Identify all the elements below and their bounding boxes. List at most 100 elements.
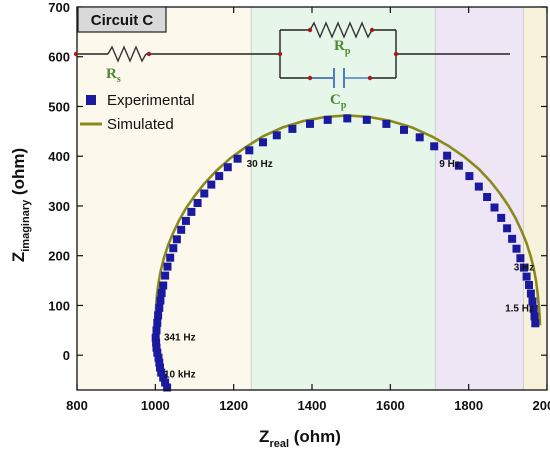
data-point-experimental (430, 142, 439, 151)
data-point-experimental (474, 182, 483, 191)
data-point-experimental (525, 281, 533, 289)
chart-title: Circuit C (91, 12, 154, 29)
equivalent-circuit: Rs Rp Cp (73, 21, 510, 111)
y-tick-label: 600 (48, 50, 70, 65)
frequency-annotations: 30 Hz 9 Hz 3 Hz 1.5 Hz 341 Hz 10 kHz (164, 159, 534, 380)
data-point-experimental (508, 234, 517, 243)
y-tick-label: 200 (48, 249, 70, 264)
data-point-experimental (259, 138, 267, 147)
frequency-regions (77, 7, 547, 390)
y-axis-title: Zimaginary (ohm) (9, 148, 32, 262)
legend-label-simulated: Simulated (107, 116, 174, 133)
data-point-experimental (151, 333, 160, 342)
data-point-experimental (483, 193, 492, 201)
data-point-experimental (155, 303, 164, 312)
y-tick-label: 300 (48, 199, 70, 214)
region-1 (251, 7, 436, 390)
x-tick-label: 1800 (454, 398, 483, 413)
x-axis-title: Zreal (ohm) (259, 427, 341, 450)
frequency-label: 1.5 Hz (505, 303, 534, 314)
data-point-experimental (400, 125, 408, 134)
data-point-experimental (529, 304, 538, 313)
data-point-experimental (161, 271, 170, 280)
data-point-experimental (181, 216, 190, 225)
frequency-label: 10 kHz (164, 370, 196, 381)
y-tick-label: 700 (48, 0, 70, 15)
x-tick-label: 800 (66, 398, 88, 413)
data-point-experimental (531, 319, 540, 328)
data-point-experimental (154, 353, 163, 362)
data-point-experimental (526, 289, 535, 298)
rs-label: Rs (106, 66, 121, 85)
y-tick-label: 0 (63, 348, 70, 363)
data-point-experimental (288, 124, 297, 133)
circuit-node (307, 75, 313, 81)
circuit-node (393, 51, 399, 57)
data-point-experimental (503, 224, 512, 233)
data-point-experimental (207, 180, 216, 189)
circuit-node (367, 75, 373, 81)
data-point-experimental (343, 114, 352, 123)
data-point-experimental (223, 163, 232, 172)
data-point-experimental (157, 289, 166, 297)
data-point-experimental (152, 343, 161, 352)
data-point-experimental (159, 373, 168, 382)
x-tick-label: 2000 (533, 398, 550, 413)
data-point-experimental (215, 172, 224, 181)
data-point-experimental (159, 281, 168, 290)
data-point-experimental (519, 263, 528, 272)
data-point-experimental (306, 119, 314, 128)
resistor-rp (309, 21, 373, 39)
data-point-experimental (323, 115, 332, 124)
data-point-experimental (516, 254, 525, 263)
data-point-experimental (156, 296, 165, 305)
y-tick-label: 100 (48, 298, 70, 313)
data-point-experimental (163, 383, 172, 392)
data-point-experimental (454, 161, 463, 170)
data-point-experimental (169, 244, 178, 253)
data-point-experimental (163, 262, 172, 271)
x-tick-label: 1600 (376, 398, 405, 413)
frequency-label: 30 Hz (247, 159, 273, 170)
data-point-experimental (512, 244, 521, 253)
y-tick-label: 400 (48, 149, 70, 164)
data-point-experimental (415, 133, 424, 142)
data-point-experimental (193, 199, 202, 207)
data-point-experimental (153, 318, 162, 327)
y-tick-label: 500 (48, 99, 70, 114)
data-point-experimental (156, 363, 164, 372)
region-3 (523, 7, 547, 390)
data-point-experimental (490, 203, 499, 212)
data-point-experimental (530, 312, 539, 321)
plot-area (151, 114, 542, 392)
circuit-node (307, 27, 313, 33)
data-point-experimental (161, 378, 170, 387)
data-point-experimental (382, 119, 391, 128)
chart-title-background (77, 6, 167, 33)
x-tick-label: 1200 (219, 398, 248, 413)
legend-label-experimental: Experimental (107, 92, 195, 109)
frequency-label: 3 Hz (514, 263, 535, 274)
data-point-experimental (152, 326, 161, 335)
circuit-node (146, 51, 152, 57)
data-point-experimental (245, 146, 254, 155)
data-point-experimental (497, 213, 506, 222)
data-point-experimental (200, 189, 209, 198)
data-point-experimental (187, 207, 196, 216)
data-point-experimental (177, 225, 186, 234)
resistor-rs (107, 45, 147, 63)
region-0 (77, 7, 252, 390)
data-point-experimental (154, 311, 163, 320)
region-2 (435, 7, 524, 390)
data-point-experimental (443, 151, 452, 160)
data-point-experimental (362, 115, 371, 124)
legend: Experimental Simulated (80, 92, 195, 133)
data-point-experimental (233, 154, 242, 163)
data-point-experimental (172, 235, 181, 244)
data-point-experimental (152, 338, 161, 347)
data-point-experimental (522, 272, 531, 281)
x-tick-label: 1000 (141, 398, 170, 413)
cp-label: Cp (330, 92, 347, 111)
data-point-experimental (465, 172, 474, 181)
